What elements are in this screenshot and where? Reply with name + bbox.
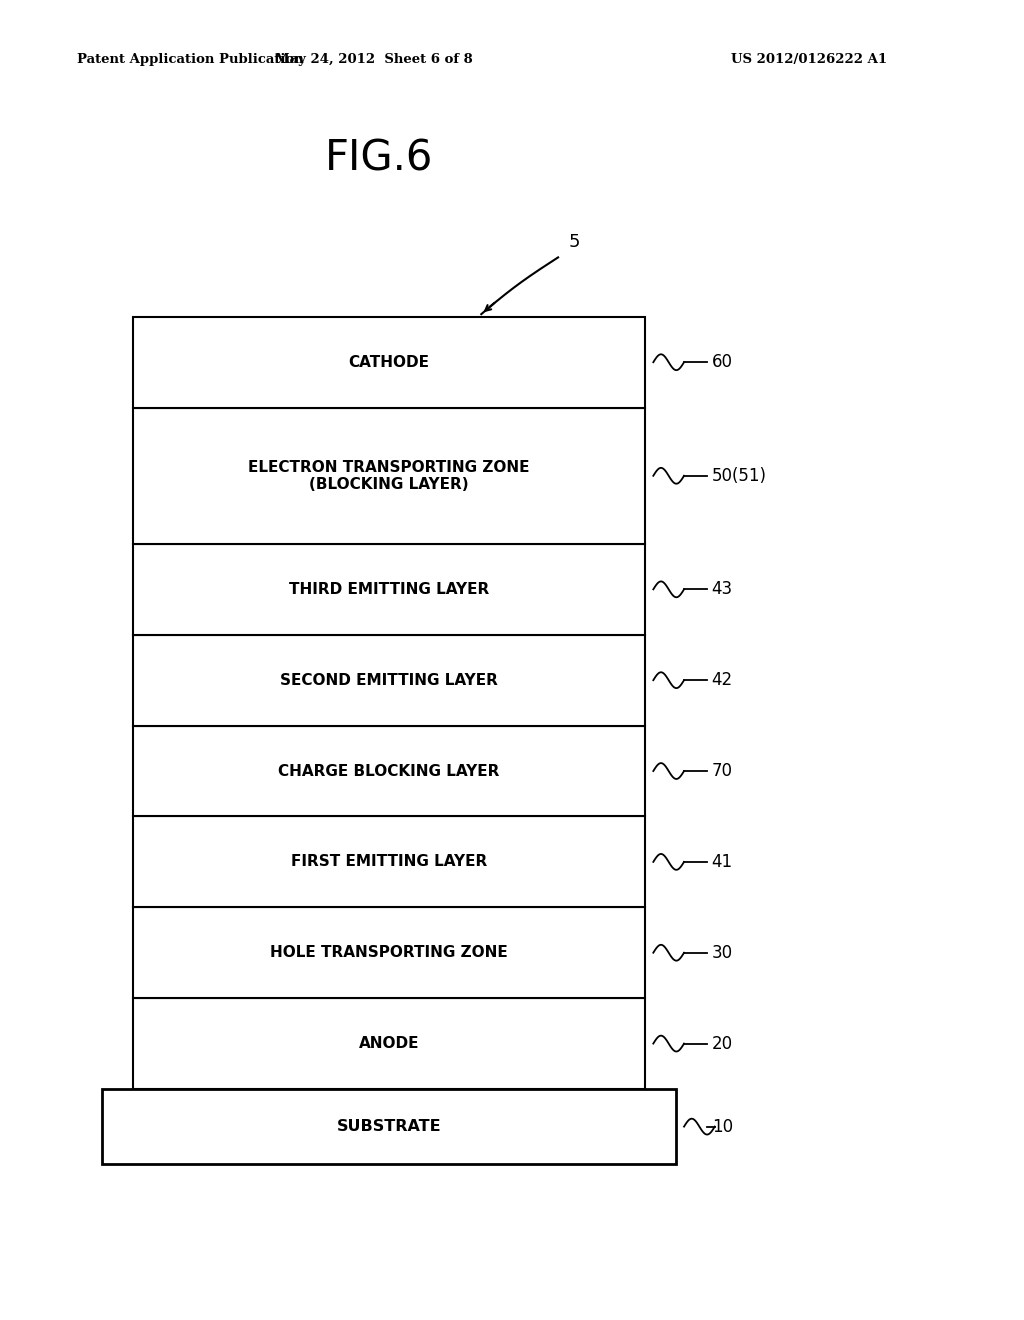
Text: HOLE TRANSPORTING ZONE: HOLE TRANSPORTING ZONE xyxy=(270,945,508,960)
Text: THIRD EMITTING LAYER: THIRD EMITTING LAYER xyxy=(289,582,489,597)
Bar xyxy=(133,907,645,998)
Text: 43: 43 xyxy=(712,581,733,598)
Bar xyxy=(133,817,645,907)
Text: 10: 10 xyxy=(712,1118,733,1135)
Text: 50(51): 50(51) xyxy=(712,467,767,484)
Bar xyxy=(133,726,645,817)
Text: ANODE: ANODE xyxy=(358,1036,420,1051)
Text: 70: 70 xyxy=(712,762,733,780)
Text: 5: 5 xyxy=(568,232,580,251)
Text: 30: 30 xyxy=(712,944,733,962)
Text: 20: 20 xyxy=(712,1035,733,1052)
Text: FIG.6: FIG.6 xyxy=(325,137,433,180)
Bar xyxy=(133,998,645,1089)
Text: 41: 41 xyxy=(712,853,733,871)
Text: CHARGE BLOCKING LAYER: CHARGE BLOCKING LAYER xyxy=(279,763,500,779)
Text: Patent Application Publication: Patent Application Publication xyxy=(77,53,303,66)
Text: ELECTRON TRANSPORTING ZONE
(BLOCKING LAYER): ELECTRON TRANSPORTING ZONE (BLOCKING LAY… xyxy=(249,459,529,492)
Bar xyxy=(102,1089,676,1164)
Text: 60: 60 xyxy=(712,354,733,371)
Text: May 24, 2012  Sheet 6 of 8: May 24, 2012 Sheet 6 of 8 xyxy=(274,53,473,66)
Bar xyxy=(133,635,645,726)
Bar xyxy=(133,317,645,408)
Bar xyxy=(133,408,645,544)
Bar xyxy=(133,544,645,635)
Text: US 2012/0126222 A1: US 2012/0126222 A1 xyxy=(731,53,887,66)
Text: FIRST EMITTING LAYER: FIRST EMITTING LAYER xyxy=(291,854,487,870)
Text: SUBSTRATE: SUBSTRATE xyxy=(337,1119,441,1134)
Text: CATHODE: CATHODE xyxy=(348,355,430,370)
Text: 42: 42 xyxy=(712,671,733,689)
Text: SECOND EMITTING LAYER: SECOND EMITTING LAYER xyxy=(281,673,498,688)
